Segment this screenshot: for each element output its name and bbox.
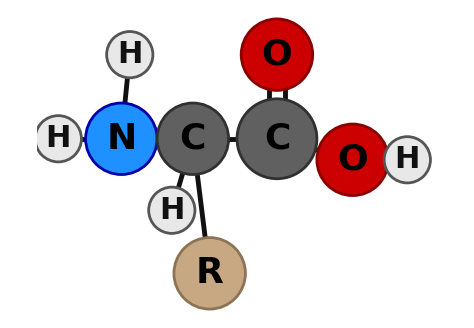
Text: R: R: [196, 256, 224, 290]
Text: C: C: [264, 122, 290, 156]
Circle shape: [241, 19, 313, 91]
Text: O: O: [337, 143, 368, 177]
Circle shape: [174, 237, 246, 309]
Circle shape: [149, 187, 195, 234]
Text: C: C: [180, 122, 206, 156]
Text: H: H: [159, 196, 184, 225]
Text: O: O: [262, 38, 292, 72]
Circle shape: [157, 103, 228, 174]
Circle shape: [35, 116, 82, 162]
Text: N: N: [106, 122, 137, 156]
Circle shape: [317, 124, 388, 195]
Text: H: H: [46, 124, 71, 153]
Circle shape: [237, 99, 317, 179]
Circle shape: [107, 31, 153, 78]
Circle shape: [384, 137, 430, 183]
Text: H: H: [395, 145, 420, 174]
Circle shape: [86, 103, 157, 174]
Text: H: H: [117, 40, 143, 69]
